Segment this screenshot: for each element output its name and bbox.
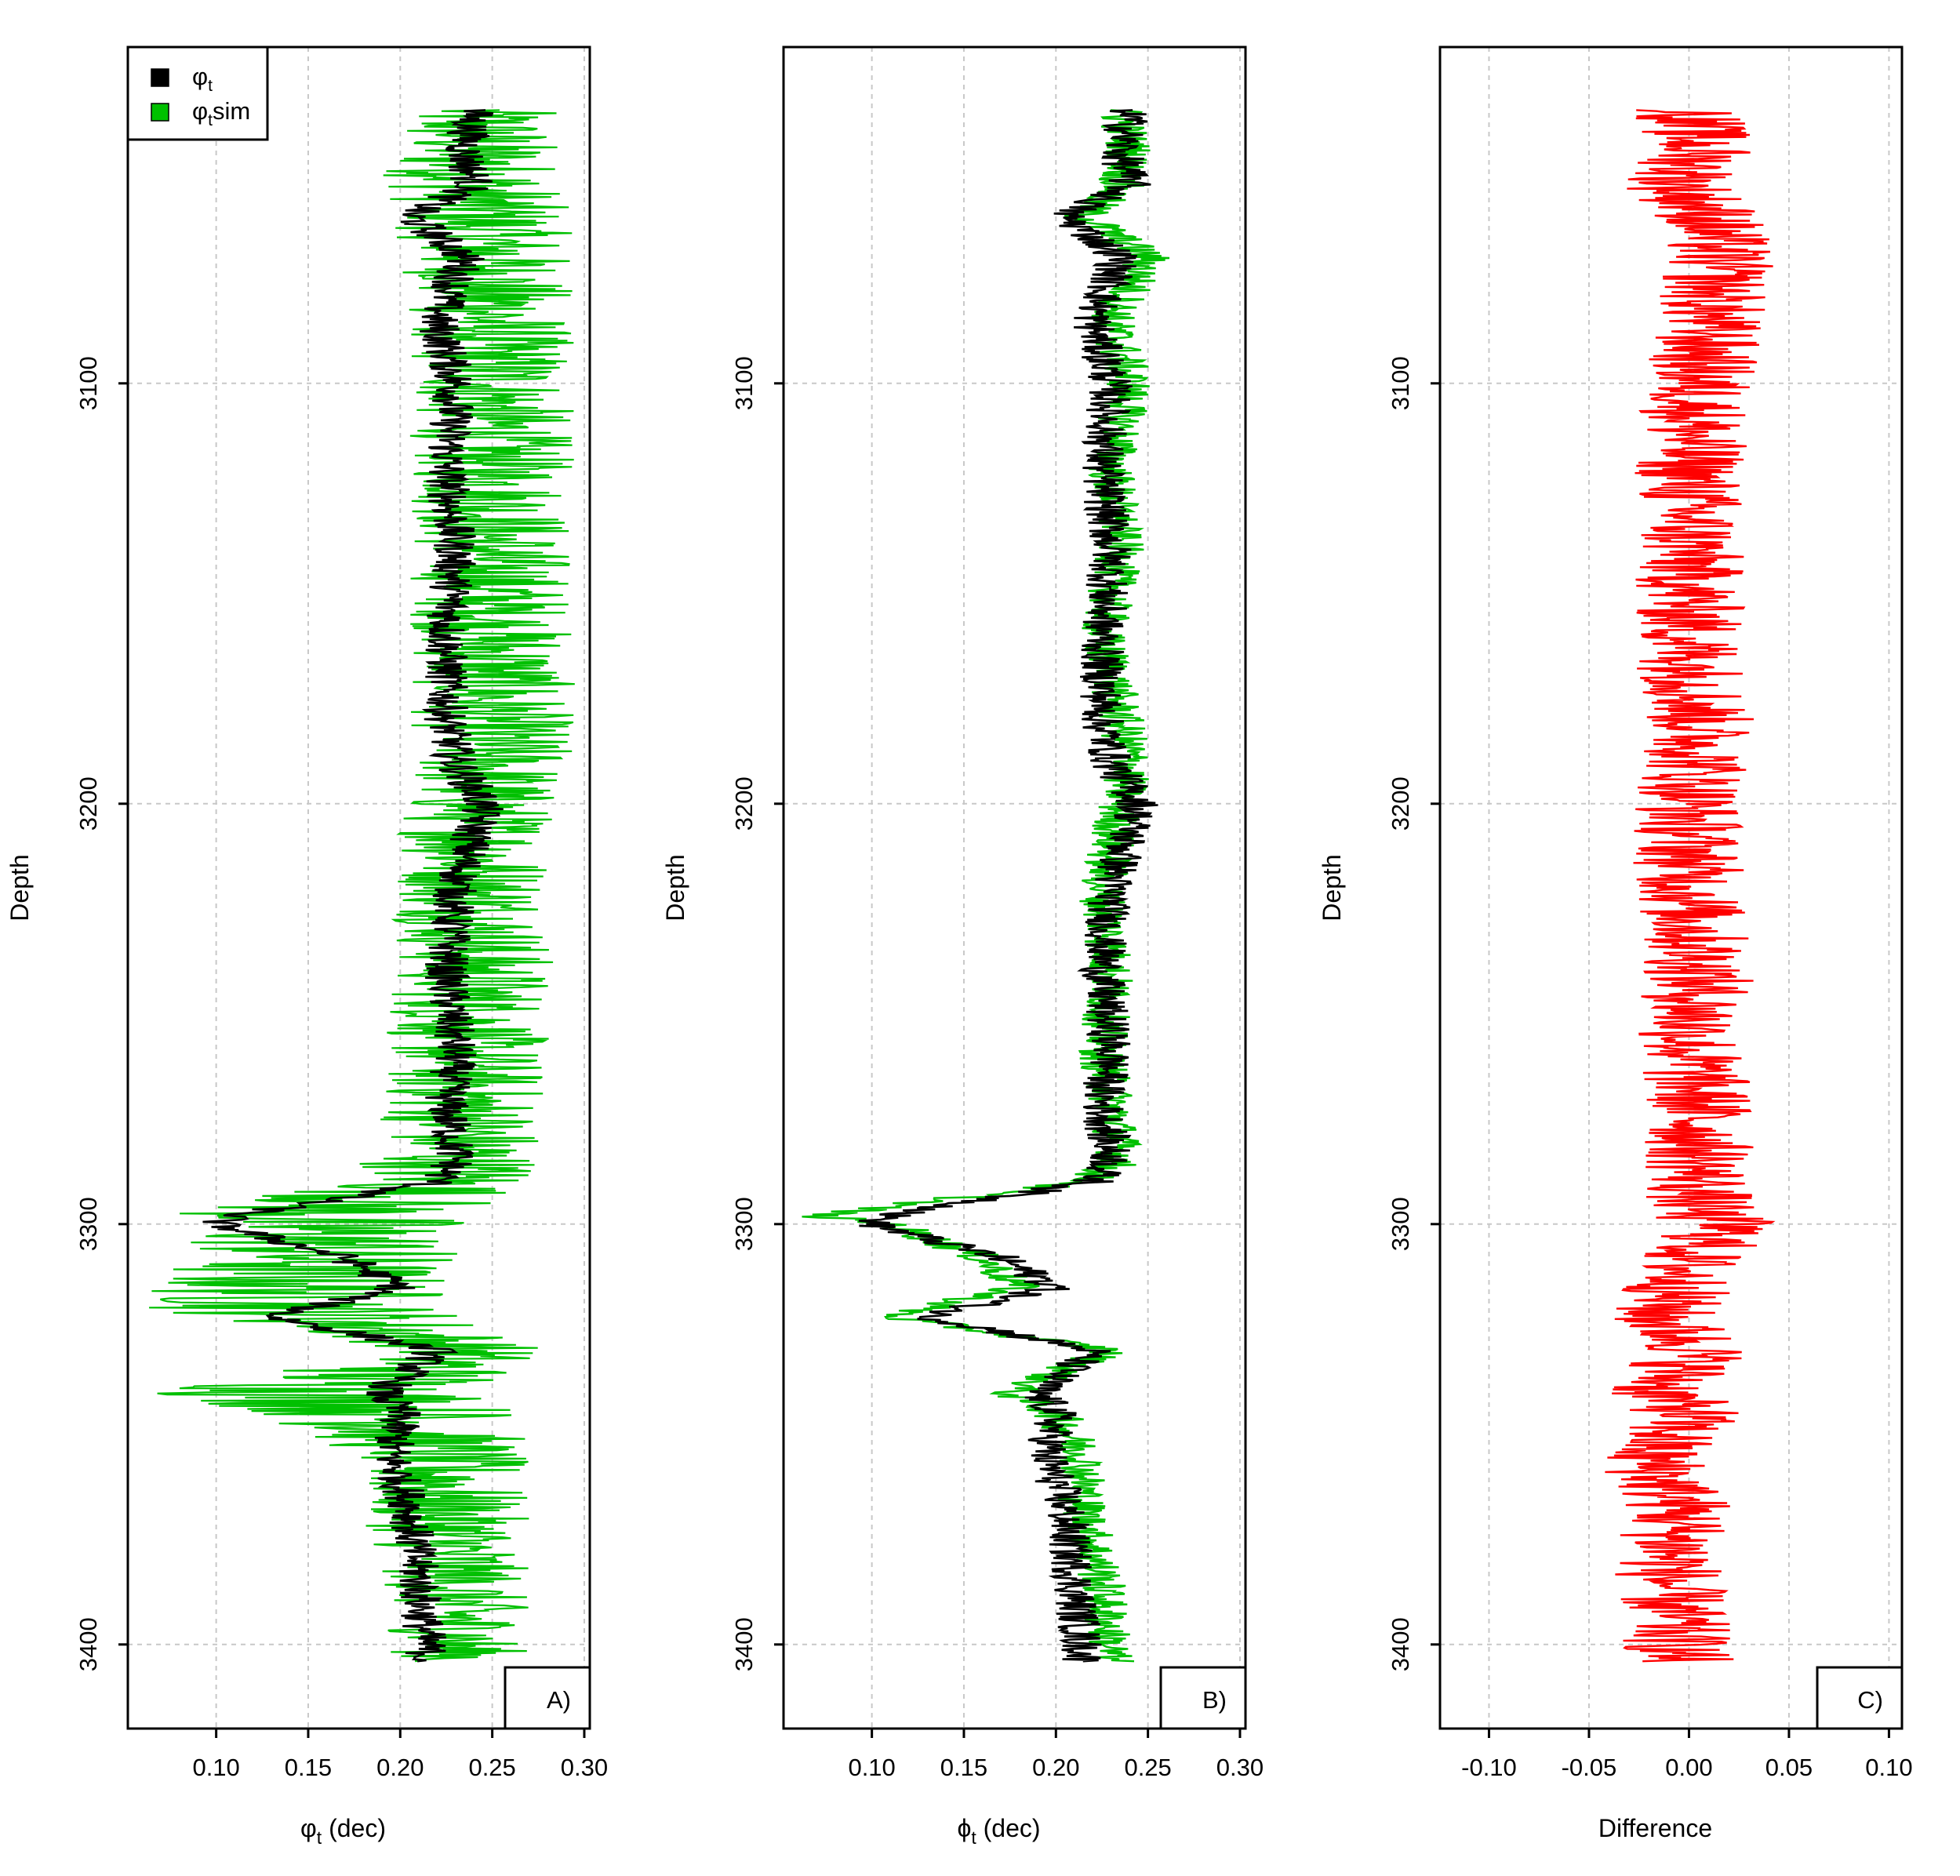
x-axis-label-sub: t <box>317 1827 322 1848</box>
panel-a: 0.10 0.15 0.20 0.25 0.30 3100 3200 3300 3400 Dept… <box>5 45 608 1848</box>
legend-swatch <box>151 68 169 87</box>
x-axis-label: Difference <box>1598 1814 1712 1842</box>
y-axis: 3100 3200 3300 3400 <box>1387 356 1440 1671</box>
y-tick-label: 3300 <box>75 1197 102 1251</box>
legend-label: φt <box>192 63 213 95</box>
y-tick-label: 3300 <box>730 1197 758 1251</box>
panel-label: C) <box>1857 1686 1883 1714</box>
y-tick-label: 3300 <box>1387 1197 1414 1251</box>
plot-area <box>802 109 1170 1663</box>
x-tick-label: -0.10 <box>1461 1754 1517 1781</box>
panel-b: 0.10 0.15 0.20 0.25 0.30 3100 3200 3300 3400 Dept… <box>661 45 1264 1848</box>
x-axis-label-unit: (dec) <box>976 1814 1041 1842</box>
panel-label-box <box>1816 1666 1904 1730</box>
plot-area <box>1605 109 1776 1663</box>
x-axis: 0.10 0.15 0.20 0.25 0.30 <box>848 1727 1264 1781</box>
y-tick-label: 3100 <box>1387 356 1414 410</box>
x-tick-label: 0.30 <box>1216 1754 1264 1781</box>
grid-lines <box>1440 47 1902 1729</box>
x-tick-label: 0.05 <box>1765 1754 1813 1781</box>
legend-label: φtsim <box>192 97 250 129</box>
y-tick-label: 3200 <box>730 776 758 831</box>
x-tick-label: 0.20 <box>376 1754 424 1781</box>
y-tick-label: 3400 <box>1387 1617 1414 1671</box>
x-axis-label-unit: (dec) <box>322 1814 386 1842</box>
y-axis-label: Depth <box>661 854 689 921</box>
x-tick-label: 0.10 <box>848 1754 895 1781</box>
legend-box <box>126 45 269 141</box>
x-tick-label: 0.10 <box>192 1754 239 1781</box>
x-axis-label-main: Difference <box>1598 1814 1712 1842</box>
x-tick-label: 0.25 <box>1124 1754 1171 1781</box>
panel-label-box <box>1159 1666 1247 1730</box>
panel-label-box <box>504 1666 591 1730</box>
x-tick-label: 0.10 <box>1865 1754 1912 1781</box>
legend-swatch <box>151 103 169 122</box>
panel-c: -0.10 -0.05 0.00 0.05 0.10 3100 3200 3300 3400 De… <box>1318 45 1913 1842</box>
x-tick-label: 0.25 <box>468 1754 515 1781</box>
y-tick-label: 3100 <box>730 356 758 410</box>
x-axis-label-main: φ <box>300 1814 317 1842</box>
x-axis-label-sub: t <box>971 1827 976 1848</box>
x-axis: 0.10 0.15 0.20 0.25 0.30 <box>192 1727 608 1781</box>
series-phit-sim-band <box>149 109 575 1663</box>
x-tick-label: 0.20 <box>1032 1754 1079 1781</box>
x-tick-label: 0.15 <box>285 1754 332 1781</box>
panel-label: B) <box>1202 1686 1227 1714</box>
y-axis: 3100 3200 3300 3400 <box>730 356 784 1671</box>
y-axis: 3100 3200 3300 3400 <box>75 356 128 1671</box>
panel-label: A) <box>547 1686 571 1714</box>
y-tick-label: 3400 <box>75 1617 102 1671</box>
y-tick-label: 3100 <box>75 356 102 410</box>
series-phit-line <box>858 109 1158 1663</box>
series-phit-line <box>202 109 504 1663</box>
x-axis: -0.10 -0.05 0.00 0.05 0.10 <box>1461 1727 1913 1781</box>
grid-lines <box>784 47 1245 1729</box>
x-tick-label: -0.05 <box>1562 1754 1617 1781</box>
x-axis-label: φt (dec) <box>300 1814 386 1848</box>
y-axis-label: Depth <box>1318 854 1346 921</box>
x-tick-label: 0.15 <box>940 1754 987 1781</box>
y-tick-label: 3200 <box>75 776 102 831</box>
x-tick-label: 0.30 <box>561 1754 608 1781</box>
y-tick-label: 3200 <box>1387 776 1414 831</box>
plot-frame <box>782 45 1247 1730</box>
series-difference-line <box>1605 109 1776 1663</box>
x-tick-label: 0.00 <box>1665 1754 1712 1781</box>
x-axis-label-main: ϕ <box>957 1814 971 1842</box>
plot-area <box>149 109 575 1663</box>
y-axis-label: Depth <box>5 854 34 921</box>
x-axis-label: ϕt (dec) <box>957 1814 1040 1848</box>
y-tick-label: 3400 <box>730 1617 758 1671</box>
